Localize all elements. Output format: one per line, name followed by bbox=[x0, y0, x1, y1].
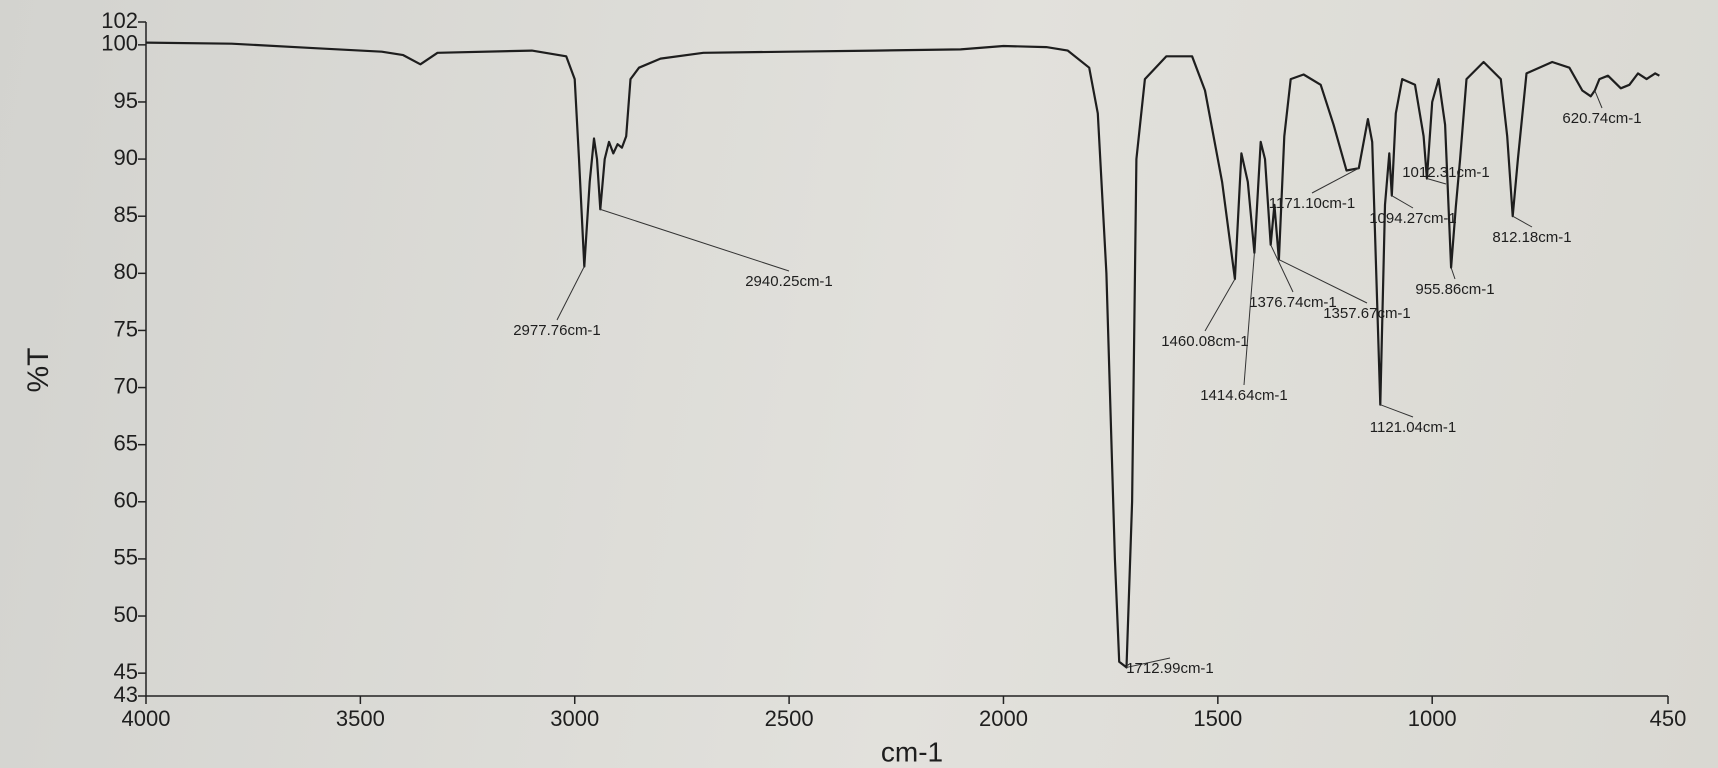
y-tick-label: 95 bbox=[114, 88, 138, 113]
annotation-leader bbox=[1594, 90, 1603, 109]
x-tick-label: 2500 bbox=[765, 706, 814, 731]
annotation-label: 2940.25cm-1 bbox=[745, 273, 833, 290]
annotation-leader bbox=[1391, 195, 1414, 209]
annotation-leader bbox=[1204, 278, 1236, 332]
annotation-leader bbox=[1270, 244, 1294, 293]
annotation-label: 1094.27cm-1 bbox=[1369, 210, 1457, 227]
annotation-label: 1376.74cm-1 bbox=[1249, 294, 1337, 311]
annotation-leader bbox=[1512, 215, 1533, 228]
y-tick-label: 102 bbox=[101, 8, 138, 33]
y-tick-label: 75 bbox=[114, 316, 138, 341]
annotation-label: 812.18cm-1 bbox=[1492, 229, 1571, 246]
x-tick-label: 4000 bbox=[122, 706, 171, 731]
annotation-leader bbox=[1243, 252, 1255, 386]
annotation-label: 620.74cm-1 bbox=[1562, 110, 1641, 127]
y-tick-label: 100 bbox=[101, 31, 138, 56]
annotation-label: 2977.76cm-1 bbox=[513, 322, 601, 339]
x-axis-label: cm-1 bbox=[881, 736, 943, 767]
annotation-leader bbox=[1126, 657, 1171, 668]
annotation-leader bbox=[1380, 404, 1414, 418]
annotation-leader bbox=[1278, 259, 1368, 304]
annotation-label: 1357.67cm-1 bbox=[1323, 305, 1411, 322]
y-tick-label: 90 bbox=[114, 145, 138, 170]
y-tick-label: 60 bbox=[114, 488, 138, 513]
x-tick-label: 3000 bbox=[550, 706, 599, 731]
x-tick-label: 2000 bbox=[979, 706, 1028, 731]
annotation-label: 1712.99cm-1 bbox=[1126, 660, 1214, 677]
annotation-leader bbox=[556, 266, 585, 321]
y-tick-label: 55 bbox=[114, 545, 138, 570]
annotation-label: 955.86cm-1 bbox=[1415, 281, 1494, 298]
y-tick-label: 45 bbox=[114, 659, 138, 684]
y-tick-label: 85 bbox=[114, 202, 138, 227]
annotation-label: 1460.08cm-1 bbox=[1161, 333, 1249, 350]
annotation-label: 1414.64cm-1 bbox=[1200, 387, 1288, 404]
y-tick-label: 70 bbox=[114, 373, 138, 398]
annotation-leader bbox=[600, 208, 790, 272]
y-tick-label: 80 bbox=[114, 259, 138, 284]
annotation-label: 1012.31cm-1 bbox=[1402, 164, 1490, 181]
x-tick-label: 1500 bbox=[1193, 706, 1242, 731]
x-tick-label: 450 bbox=[1650, 706, 1687, 731]
spectrum-line bbox=[145, 41, 1660, 669]
annotation-label: 1171.10cm-1 bbox=[1269, 195, 1355, 212]
y-tick-label: 65 bbox=[114, 430, 138, 455]
annotation-leader bbox=[1311, 167, 1360, 194]
annotation-leader bbox=[1426, 178, 1447, 185]
y-tick-label: 43 bbox=[114, 682, 138, 707]
x-tick-label: 1000 bbox=[1408, 706, 1457, 731]
annotation-label: 1121.04cm-1 bbox=[1370, 419, 1456, 436]
y-axis-label: %T bbox=[22, 348, 55, 393]
x-tick-label: 3500 bbox=[336, 706, 385, 731]
annotation-leader bbox=[1450, 267, 1456, 280]
y-tick-label: 50 bbox=[114, 602, 138, 627]
